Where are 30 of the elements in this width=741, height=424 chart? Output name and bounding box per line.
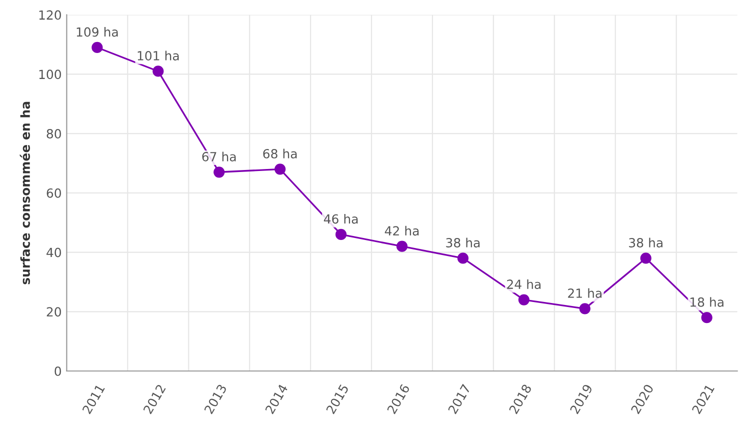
data-label: 18 ha [690,297,724,307]
data-label: 24 ha [507,279,541,290]
point [396,240,408,252]
y-tick-label: 100 [39,70,61,80]
data-label: 101 ha [138,50,179,60]
point [335,228,347,240]
point [518,294,530,306]
point [274,164,286,175]
data-label: 67 ha [202,152,236,162]
point [214,166,225,178]
y-tick-label: 80 [46,129,61,138]
y-tick-label: 60 [46,188,61,198]
y-tick-label: 20 [46,307,61,317]
data-label: 46 ha [324,214,358,224]
point [457,252,469,264]
point [640,252,652,264]
y-tick-label: 120 [39,10,61,20]
point [92,42,103,54]
point [701,312,712,324]
data-label: 42 ha [384,226,419,236]
point [152,66,164,77]
y-tick-label: 0 [54,366,61,376]
data-label: 21 ha [568,288,602,298]
data-label: 68 ha [263,148,297,158]
data-label: 38 ha [629,238,662,248]
data-label: 109 ha [76,27,118,37]
point [579,303,590,314]
y-axis-title: surface consommée en ha [20,102,30,284]
y-tick-label: 40 [46,248,61,258]
data-label: 38 ha [446,238,480,248]
